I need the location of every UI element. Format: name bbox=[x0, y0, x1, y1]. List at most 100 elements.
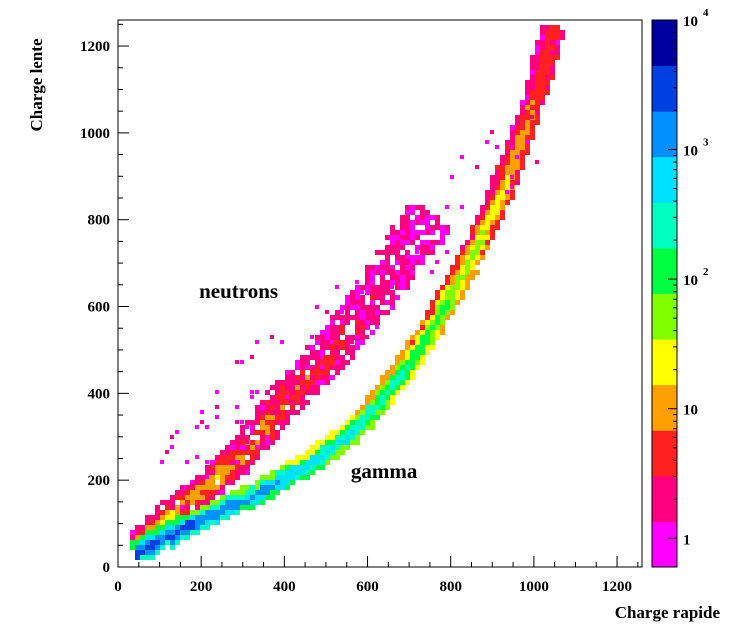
heatmap-cell bbox=[460, 250, 465, 255]
heatmap-outlier bbox=[185, 460, 189, 464]
heatmap-cell bbox=[535, 120, 540, 125]
heatmap-cell bbox=[170, 535, 175, 540]
heatmap-cell bbox=[355, 325, 360, 330]
heatmap-cell bbox=[270, 485, 275, 490]
heatmap-cell bbox=[185, 510, 190, 515]
heatmap-cell bbox=[360, 320, 365, 325]
heatmap-cell bbox=[270, 475, 275, 480]
heatmap-cell bbox=[205, 485, 210, 490]
heatmap-cell bbox=[485, 215, 490, 220]
heatmap-cell bbox=[515, 135, 520, 140]
heatmap-cell bbox=[390, 240, 395, 245]
heatmap-cell bbox=[340, 340, 345, 345]
heatmap-cell bbox=[370, 280, 375, 285]
heatmap-cell bbox=[200, 500, 205, 505]
heatmap-cell bbox=[195, 475, 200, 480]
heatmap-cell bbox=[280, 475, 285, 480]
colorbar-segment bbox=[652, 421, 677, 431]
heatmap-cell bbox=[435, 240, 440, 245]
heatmap-cell bbox=[330, 440, 335, 445]
colorbar-segment bbox=[652, 412, 677, 422]
heatmap-outlier bbox=[200, 420, 204, 424]
heatmap-cell bbox=[530, 65, 535, 70]
heatmap-cell bbox=[480, 240, 485, 245]
heatmap-cell bbox=[285, 410, 290, 415]
annotations: neutrons gamma bbox=[199, 279, 418, 483]
heatmap-cell bbox=[145, 540, 150, 545]
heatmap-cell bbox=[500, 160, 505, 165]
heatmap-cell bbox=[550, 40, 555, 45]
heatmap-cell bbox=[395, 280, 400, 285]
heatmap-cell bbox=[515, 140, 520, 145]
heatmap-cell bbox=[365, 400, 370, 405]
colorbar-tick-exponent: 3 bbox=[703, 137, 709, 149]
heatmap-cell bbox=[400, 380, 405, 385]
heatmap-cell bbox=[410, 205, 415, 210]
colorbar-segment bbox=[652, 111, 677, 121]
heatmap-cell bbox=[320, 345, 325, 350]
heatmap-cell bbox=[495, 215, 500, 220]
heatmap-cell bbox=[370, 330, 375, 335]
heatmap-cell bbox=[395, 275, 400, 280]
heatmap-cell bbox=[555, 50, 560, 55]
heatmap-cell bbox=[415, 335, 420, 340]
heatmap-cell bbox=[275, 480, 280, 485]
heatmap-cell bbox=[155, 535, 160, 540]
heatmap-cell bbox=[370, 415, 375, 420]
heatmap-cell bbox=[320, 460, 325, 465]
heatmap-cell bbox=[170, 540, 175, 545]
heatmap-cell bbox=[425, 335, 430, 340]
heatmap-cell bbox=[535, 100, 540, 105]
heatmap-cell bbox=[225, 450, 230, 455]
heatmap-cell bbox=[540, 80, 545, 85]
heatmap-cell bbox=[290, 380, 295, 385]
heatmap-cell bbox=[210, 495, 215, 500]
heatmap-cell bbox=[540, 50, 545, 55]
heatmap-cell bbox=[340, 355, 345, 360]
heatmap-cell bbox=[215, 465, 220, 470]
heatmap-cell bbox=[325, 325, 330, 330]
heatmap-cell bbox=[270, 410, 275, 415]
heatmap-cell bbox=[225, 455, 230, 460]
heatmap-cell bbox=[260, 405, 265, 410]
heatmap-cell bbox=[275, 385, 280, 390]
heatmap-cell bbox=[240, 500, 245, 505]
heatmap-cell bbox=[535, 70, 540, 75]
y-tick-label: 400 bbox=[88, 386, 111, 402]
heatmap-cell bbox=[175, 530, 180, 535]
heatmap-cell bbox=[210, 465, 215, 470]
heatmap-cell bbox=[380, 300, 385, 305]
heatmap-outlier bbox=[320, 355, 324, 359]
heatmap-cell bbox=[430, 340, 435, 345]
heatmap-cell bbox=[240, 435, 245, 440]
heatmap-cell bbox=[205, 495, 210, 500]
heatmap-cell bbox=[275, 430, 280, 435]
heatmap-cell bbox=[175, 525, 180, 530]
heatmap-cell bbox=[195, 490, 200, 495]
heatmap-cell bbox=[455, 265, 460, 270]
heatmap-cell bbox=[425, 210, 430, 215]
heatmap-cell bbox=[405, 345, 410, 350]
heatmap-cell bbox=[490, 190, 495, 195]
colorbar-segment bbox=[652, 375, 677, 386]
heatmap-cell bbox=[340, 435, 345, 440]
heatmap-cell bbox=[495, 170, 500, 175]
heatmap-cell bbox=[420, 245, 425, 250]
heatmap-cell bbox=[260, 425, 265, 430]
heatmap-outlier bbox=[390, 265, 394, 269]
colorbar-tick-label: 10 bbox=[683, 403, 698, 419]
heatmap-cell bbox=[540, 35, 545, 40]
heatmap-cell bbox=[405, 225, 410, 230]
heatmap-cell bbox=[350, 295, 355, 300]
heatmap-cell bbox=[360, 315, 365, 320]
heatmap-cell bbox=[160, 530, 165, 535]
heatmap-cell bbox=[145, 555, 150, 560]
heatmap-cell bbox=[170, 515, 175, 520]
heatmap-cell bbox=[200, 515, 205, 520]
heatmap-cell bbox=[170, 495, 175, 500]
heatmap-cell bbox=[255, 420, 260, 425]
heatmap-cell bbox=[420, 205, 425, 210]
heatmap-cell bbox=[260, 485, 265, 490]
heatmap-outlier bbox=[325, 310, 329, 314]
heatmap-cell bbox=[400, 385, 405, 390]
